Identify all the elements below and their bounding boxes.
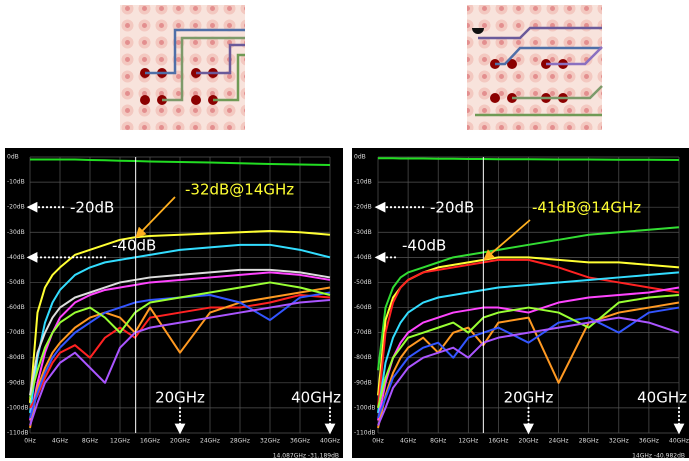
- annotation-label: -40dB: [402, 237, 446, 255]
- y-tick-label: -50dB: [7, 279, 25, 286]
- x-tick-label: 28GHz: [579, 438, 599, 445]
- x-tick-label: 36GHz: [290, 438, 310, 445]
- annotation-label: -20dB: [430, 199, 474, 217]
- annotation-label: -41dB@14GHz: [532, 199, 641, 217]
- x-tick-label: 36GHz: [639, 438, 659, 445]
- annotation-label: -32dB@14GHz: [185, 181, 294, 199]
- x-tick-label: 8GHz: [430, 438, 446, 445]
- x-tick-label: 8GHz: [82, 438, 98, 445]
- x-tick-label: 16GHz: [488, 438, 508, 445]
- x-tick-label: 12GHz: [110, 438, 130, 445]
- x-tick-label: 12GHz: [458, 438, 478, 445]
- annotation-label: 20GHz: [504, 389, 554, 407]
- annotation-label: -20dB: [70, 199, 114, 217]
- y-tick-label: 0dB: [354, 154, 366, 161]
- y-tick-label: -110dB: [354, 430, 376, 437]
- annotation-label: -40dB: [112, 237, 156, 255]
- chart-panel: 0dB -10dB -20dB -30dB -40dB -50dB -60dB -70dB -8…: [5, 148, 343, 460]
- x-tick-label: 32GHz: [260, 438, 280, 445]
- y-tick-label: -40dB: [354, 254, 372, 261]
- x-tick-label: 40GHz: [669, 438, 689, 445]
- cursor-readout: 14.087GHz -31.189dB: [273, 453, 339, 460]
- y-tick-label: -70dB: [354, 329, 372, 336]
- x-tick-label: 28GHz: [230, 438, 250, 445]
- pcb-layout-left: [120, 5, 245, 130]
- y-tick-label: -30dB: [7, 229, 25, 236]
- x-tick-label: 20GHz: [519, 438, 539, 445]
- y-tick-label: -40dB: [7, 254, 25, 261]
- y-tick-label: -90dB: [7, 379, 25, 386]
- x-tick-label: 4GHz: [52, 438, 68, 445]
- y-tick-label: -80dB: [354, 354, 372, 361]
- y-tick-label: -90dB: [354, 379, 372, 386]
- y-tick-label: -30dB: [354, 229, 372, 236]
- y-tick-label: -10dB: [354, 179, 372, 186]
- x-tick-label: 24GHz: [549, 438, 569, 445]
- y-tick-label: -20dB: [354, 204, 372, 211]
- annotation-label: 40GHz: [291, 389, 341, 407]
- y-tick-label: 0dB: [7, 154, 19, 161]
- x-tick-label: 0Hz: [24, 438, 35, 445]
- y-tick-label: -100dB: [354, 404, 376, 411]
- x-tick-label: 20GHz: [170, 438, 190, 445]
- y-tick-label: -50dB: [354, 279, 372, 286]
- y-tick-label: -60dB: [354, 304, 372, 311]
- y-tick-label: -60dB: [7, 304, 25, 311]
- y-tick-label: -100dB: [7, 404, 29, 411]
- y-tick-label: -80dB: [7, 354, 25, 361]
- cursor-readout: 14GHz -40.982dB: [632, 453, 685, 460]
- y-tick-label: -110dB: [7, 430, 29, 437]
- x-tick-label: 40GHz: [320, 438, 340, 445]
- x-tick-label: 4GHz: [400, 438, 416, 445]
- x-tick-label: 24GHz: [200, 438, 220, 445]
- page: 0dB -10dB -20dB -30dB -40dB -50dB -60dB -70dB -8…: [0, 0, 689, 461]
- x-tick-label: 32GHz: [609, 438, 629, 445]
- y-tick-label: -10dB: [7, 179, 25, 186]
- pcb-layout-right: [467, 5, 602, 130]
- plot-background: [352, 148, 689, 458]
- y-tick-label: -70dB: [7, 329, 25, 336]
- annotation-label: 20GHz: [155, 389, 205, 407]
- x-tick-label: 0Hz: [372, 438, 383, 445]
- x-tick-label: 16GHz: [140, 438, 160, 445]
- chart-panel: 0dB -10dB -20dB -30dB -40dB -50dB -60dB -70dB -8…: [352, 148, 689, 460]
- annotation-label: 40GHz: [637, 389, 687, 407]
- y-tick-label: -20dB: [7, 204, 25, 211]
